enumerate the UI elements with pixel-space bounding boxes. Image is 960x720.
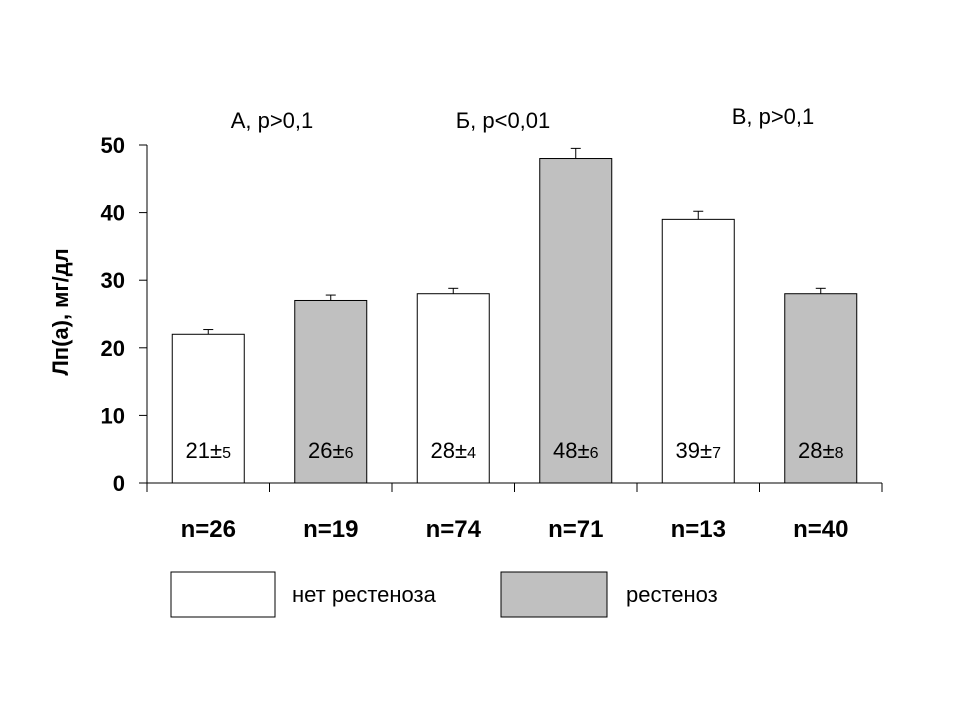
- axes: [146, 145, 883, 492]
- category-labels: n=26 n=19 n=74 n=71 n=13 n=40: [181, 516, 849, 543]
- group-labels: А, p>0,1 Б, p<0,01 В, p>0,1: [231, 104, 815, 133]
- y-tick-label: 30: [101, 268, 125, 293]
- y-axis-title: Лп(а), мг/дл: [48, 248, 73, 375]
- legend-label-restenosis: рестеноз: [626, 582, 718, 607]
- y-axis-ticks: 0 10 20 30 40 50: [101, 133, 147, 496]
- category-label: n=19: [303, 516, 358, 543]
- bar-value-label: 21±5: [186, 438, 232, 463]
- legend-swatch-no-restenosis: [170, 571, 276, 618]
- group-label-c: В, p>0,1: [732, 104, 815, 129]
- group-label-a: А, p>0,1: [231, 108, 314, 133]
- y-tick-label: 0: [113, 471, 125, 496]
- group-label-b: Б, p<0,01: [456, 108, 551, 133]
- y-tick-label: 20: [101, 336, 125, 361]
- category-label: n=40: [793, 516, 848, 543]
- category-label: n=74: [426, 516, 482, 543]
- bar-value-label: 39±7: [676, 438, 722, 463]
- bar: [784, 293, 858, 484]
- bars: [171, 147, 858, 484]
- y-tick-label: 50: [101, 133, 125, 158]
- category-label: n=13: [671, 516, 726, 543]
- legend: нет рестеноза рестеноз: [170, 571, 718, 618]
- bar-value-label: 48±6: [553, 438, 599, 463]
- legend-swatch-restenosis: [500, 571, 608, 618]
- legend-label-no-restenosis: нет рестеноза: [292, 582, 437, 607]
- bar: [661, 218, 735, 484]
- y-tick-label: 40: [101, 201, 125, 226]
- category-label: n=26: [181, 516, 236, 543]
- bar-value-labels: 21±5 26±6 28±4 48±6 39±7 28±8: [186, 438, 844, 463]
- bar-value-label: 28±8: [798, 438, 844, 463]
- category-label: n=71: [548, 516, 603, 543]
- bar-value-label: 28±4: [431, 438, 477, 463]
- bar: [294, 299, 368, 484]
- bar-value-label: 26±6: [308, 438, 354, 463]
- bar: [539, 158, 613, 484]
- y-tick-label: 10: [101, 403, 125, 428]
